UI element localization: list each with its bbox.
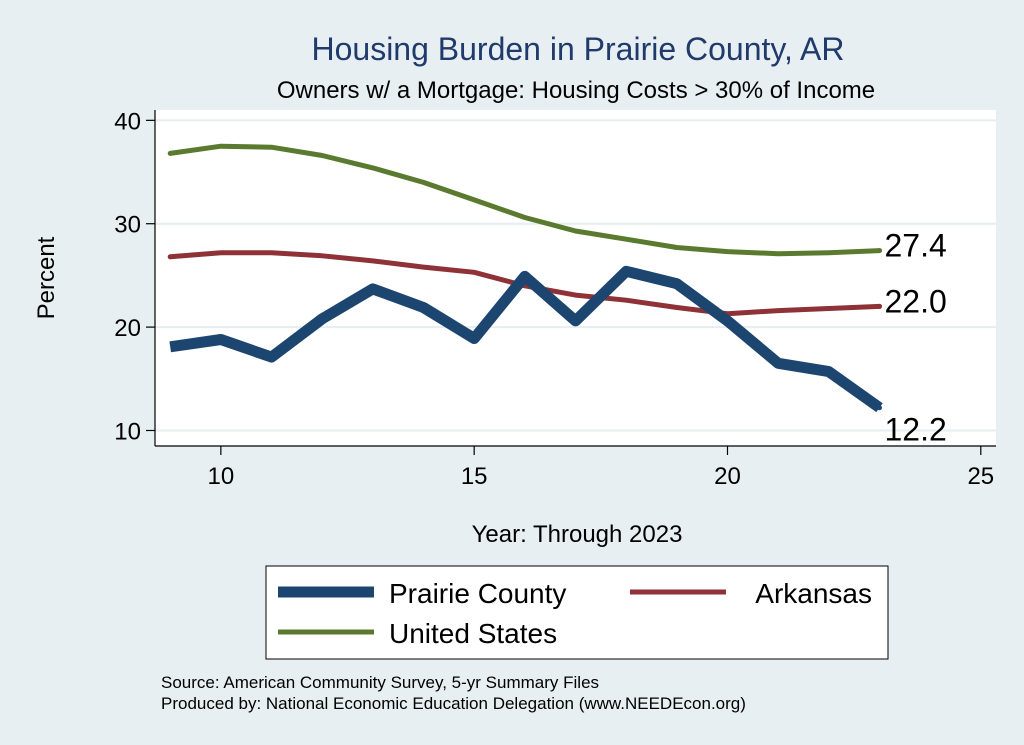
legend-label-prairie-county: Prairie County bbox=[389, 578, 566, 609]
legend-label-arkansas: Arkansas bbox=[755, 578, 872, 609]
series-layer bbox=[167, 143, 883, 413]
x-tick-label-10: 10 bbox=[208, 463, 235, 490]
chart-subtitle: Owners w/ a Mortgage: Housing Costs > 30… bbox=[277, 77, 875, 104]
gridlines bbox=[155, 119, 996, 432]
end-point-united-states bbox=[876, 248, 882, 254]
legend: Prairie County Arkansas United States bbox=[265, 565, 889, 660]
x-tick-label-25: 25 bbox=[967, 463, 994, 490]
end-labels: 22.0 27.4 12.2 bbox=[884, 228, 946, 448]
end-label-prairie-county: 12.2 bbox=[884, 412, 946, 448]
y-axis-title: Percent bbox=[33, 236, 60, 319]
x-tick-label-15: 15 bbox=[461, 463, 488, 490]
legend-label-united-states: United States bbox=[389, 618, 557, 649]
legend-box bbox=[265, 565, 889, 660]
y-tick-label-40: 40 bbox=[114, 108, 141, 135]
series-line-united-states bbox=[167, 143, 882, 257]
y-tick-label-30: 30 bbox=[114, 212, 141, 239]
end-label-united-states: 27.4 bbox=[884, 228, 946, 264]
series-line-prairie-county bbox=[169, 265, 883, 413]
x-tick-label-20: 20 bbox=[714, 463, 741, 490]
source-note: Source: American Community Survey, 5-yr … bbox=[161, 673, 599, 692]
x-axis-title: Year: Through 2023 bbox=[472, 521, 683, 548]
end-point-prairie-county bbox=[876, 405, 882, 411]
y-tick-label-10: 10 bbox=[114, 418, 141, 445]
end-point-arkansas bbox=[876, 303, 882, 309]
end-label-arkansas: 22.0 bbox=[884, 283, 946, 319]
axes: 10 20 30 40 10 15 20 25 bbox=[114, 108, 996, 490]
chart-title: Housing Burden in Prairie County, AR bbox=[311, 31, 844, 67]
y-tick-label-20: 20 bbox=[114, 315, 141, 342]
series-line-arkansas bbox=[167, 250, 882, 317]
producer-note: Produced by: National Economic Education… bbox=[161, 694, 746, 713]
